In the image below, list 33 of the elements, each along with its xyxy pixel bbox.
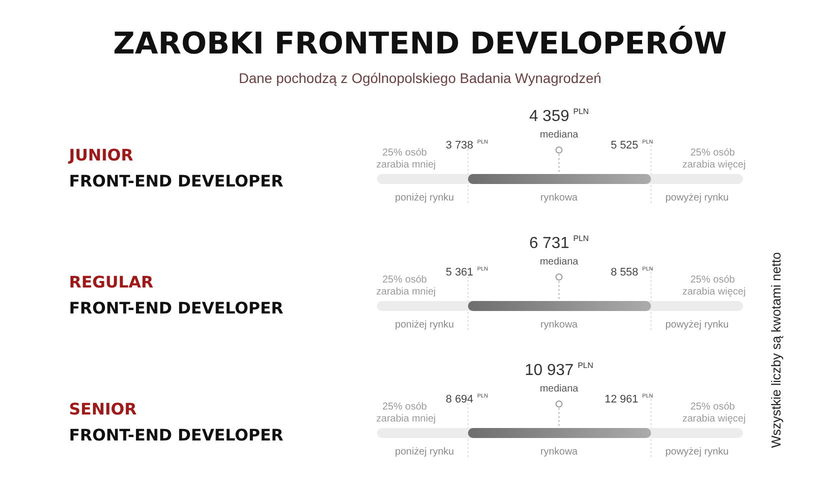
text: 25% osób zarabia mniej (376, 402, 436, 424)
text: mediana (540, 256, 578, 268)
text: powyżej rynku (665, 192, 729, 204)
data-label: 5 525$^{PLN}$ (610, 140, 653, 152)
category-label: JUNIOR FRONT-END DEVELOPER (68, 146, 284, 190)
text: Wszystkie liczby są kwotami netto (768, 252, 784, 448)
text: rynkowa (540, 192, 578, 204)
text: 25% osób zarabia więcej (682, 148, 746, 170)
data-label: 4 359$^{PLN}$ (529, 106, 589, 125)
text: mediana (540, 384, 578, 394)
data-label: 5 361$^{PLN}$ (446, 266, 488, 278)
text: poniżej rynku (395, 192, 454, 204)
data-label: 10 937$^{PLN}$ (524, 360, 594, 379)
category-label: SENIOR FRONT-END DEVELOPER (69, 400, 284, 444)
text: 25% osób zarabia mniej (376, 148, 436, 170)
text: mediana (540, 130, 579, 140)
data-label: 8 558$^{PLN}$ (610, 266, 653, 278)
text: rynkowa (540, 320, 578, 330)
data-label: 8 694$^{PLN}$ (446, 394, 488, 406)
text: powyżej rynku (665, 320, 729, 330)
text: 25% osób zarabia więcej (682, 402, 746, 424)
text: powyżej rynku (665, 446, 729, 458)
data-label: 6 731$^{PLN}$ (529, 234, 589, 252)
text: 25% osób zarabia mniej (376, 274, 436, 298)
data-label: 3 738$^{PLN}$ (446, 140, 488, 152)
text: rynkowa (540, 446, 578, 458)
text: Dane pochodzą z Ogólnopolskiego Badania Wynagrodzeń (238, 70, 602, 86)
category-label: REGULAR FRONT-END DEVELOPER (69, 272, 284, 318)
data-label: 12 961$^{PLN}$ (604, 394, 653, 406)
text: 25% osób zarabia więcej (682, 274, 746, 298)
text: ZAROBKI FRONTEND DEVELOPERÓW (113, 26, 727, 62)
text: poniżej rynku (395, 320, 454, 330)
text: poniżej rynku (395, 446, 454, 458)
